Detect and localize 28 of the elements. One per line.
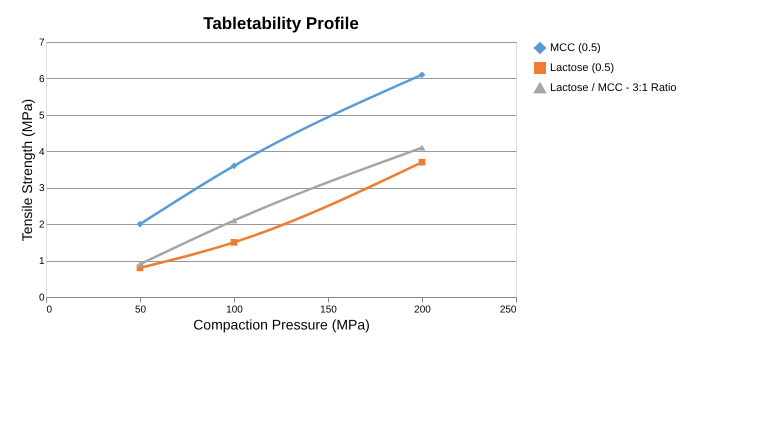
point xyxy=(136,220,144,228)
legend-label: Lactose / MCC - 3:1 Ratio xyxy=(550,82,677,94)
point xyxy=(418,71,426,78)
x-tick-label: 100 xyxy=(226,304,244,316)
x-tick-label: 200 xyxy=(414,304,432,316)
x-tick-label: 50 xyxy=(134,304,146,316)
legend-label: Lactose (0.5) xyxy=(550,62,614,74)
x-tick-label: 150 xyxy=(320,304,338,316)
y-tick-label: 4 xyxy=(38,146,45,158)
legend-label: MCC (0.5) xyxy=(550,42,601,54)
point xyxy=(418,144,426,151)
y-tick-label: 7 xyxy=(38,38,45,48)
y-tick-label: 3 xyxy=(38,183,45,194)
point xyxy=(136,261,144,268)
y-tick-label: 2 xyxy=(38,220,45,231)
y-tick-label: 5 xyxy=(38,110,45,122)
y-tick-label: 0 xyxy=(38,292,45,304)
y-tick-label: 6 xyxy=(38,74,45,85)
point xyxy=(230,218,238,224)
point xyxy=(230,162,238,170)
point xyxy=(418,158,426,166)
chart-title: Tabletability Profile xyxy=(203,14,359,33)
x-tick-label: 0 xyxy=(46,304,52,316)
y-tick-label: 1 xyxy=(38,256,45,268)
point xyxy=(230,239,238,246)
x-axis-title: Compaction Pressure (MPa) xyxy=(193,316,370,332)
y-axis-title: Tensile Strength (MPa) xyxy=(18,98,35,242)
x-tick-label: 250 xyxy=(500,304,517,316)
